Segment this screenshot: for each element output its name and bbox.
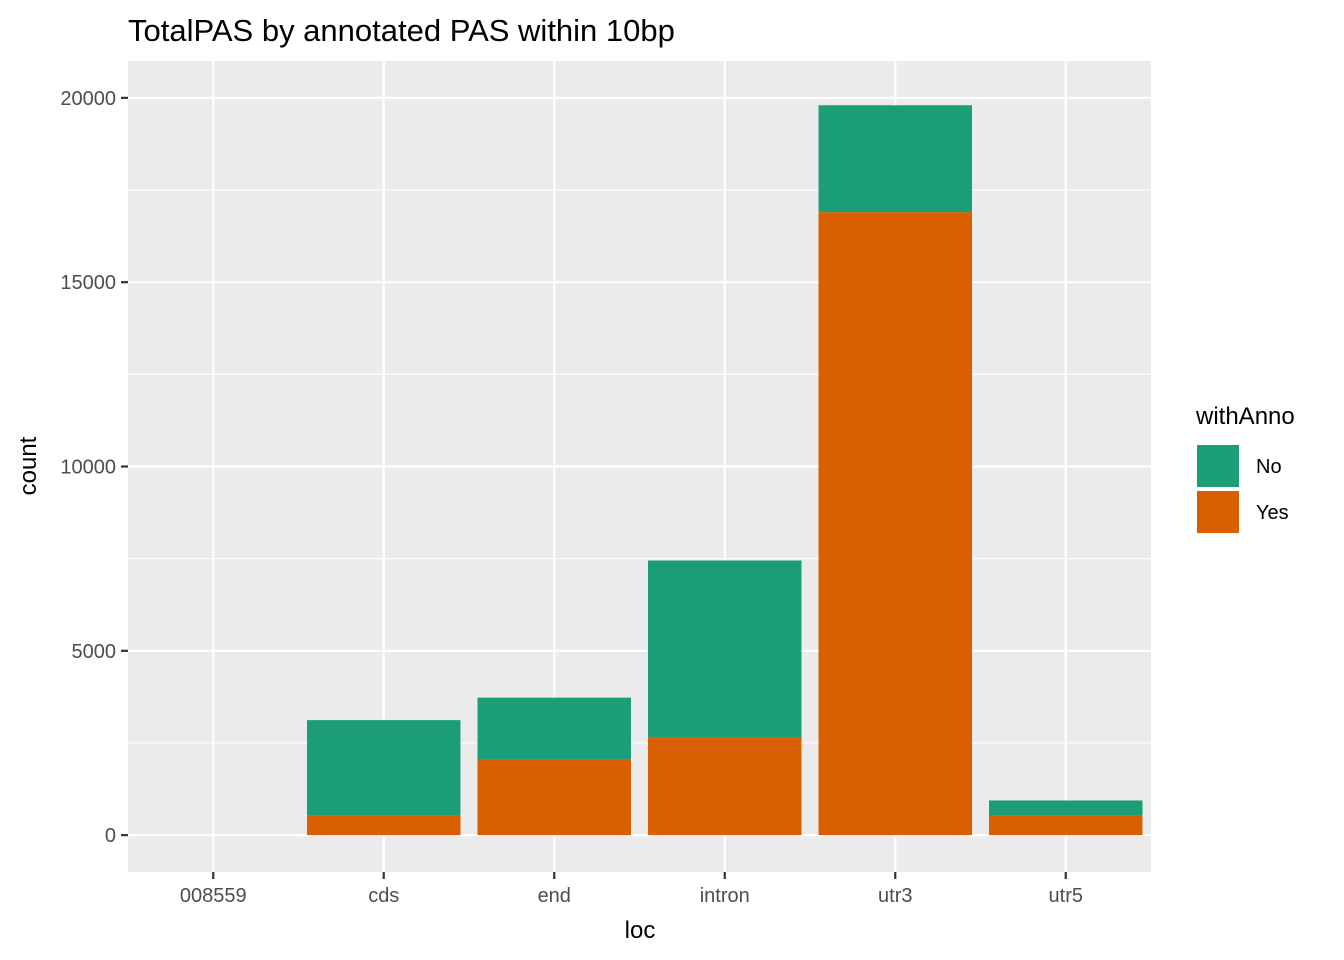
y-axis-title: count	[15, 436, 42, 495]
legend: withAnno No Yes	[1195, 403, 1295, 533]
y-tick-label: 15000	[60, 272, 116, 294]
x-axis-title: loc	[625, 917, 656, 944]
bar-utr5-no	[989, 800, 1143, 816]
x-tick-label: utr3	[878, 885, 912, 907]
y-axis: 0 5000 10000 15000 20000	[60, 88, 128, 847]
x-axis: 008559 cds end intron utr3 utr5	[180, 872, 1083, 907]
bar-intron-yes	[648, 737, 802, 836]
y-tick-label: 0	[105, 825, 116, 847]
bar-intron-no	[648, 560, 802, 738]
legend-swatch-no	[1197, 445, 1239, 487]
x-tick-label: 008559	[180, 885, 247, 907]
legend-label-yes: Yes	[1256, 502, 1289, 524]
grid-minor	[128, 189, 1151, 744]
bar-end-no	[477, 697, 631, 760]
legend-label-no: No	[1256, 456, 1282, 478]
y-tick-label: 20000	[60, 88, 116, 110]
legend-items: No Yes	[1197, 445, 1289, 533]
legend-title: withAnno	[1195, 403, 1295, 430]
bar-utr3-no	[818, 105, 972, 213]
bar-utr3-yes	[818, 212, 972, 836]
bar-end-yes	[477, 759, 631, 836]
x-tick-label: cds	[368, 885, 399, 907]
x-tick-label: end	[538, 885, 571, 907]
bar-cds-yes	[307, 815, 461, 836]
bar-cds-no	[307, 720, 461, 816]
bar-utr5-yes	[989, 815, 1143, 836]
bars	[136, 105, 1143, 836]
y-tick-label: 5000	[72, 641, 117, 663]
legend-swatch-yes	[1197, 491, 1239, 533]
x-tick-label: utr5	[1049, 885, 1083, 907]
y-tick-label: 10000	[60, 457, 116, 479]
chart-title: TotalPAS by annotated PAS within 10bp	[128, 13, 675, 48]
x-tick-label: intron	[700, 885, 750, 907]
